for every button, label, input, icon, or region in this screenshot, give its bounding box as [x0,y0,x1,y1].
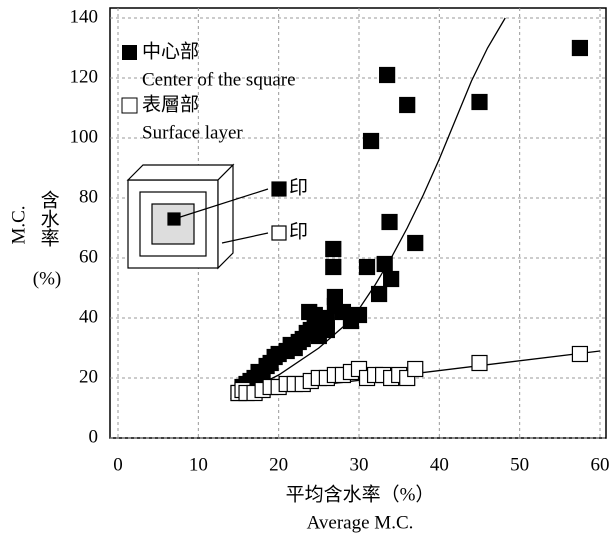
x-tick-label: 0 [113,454,123,475]
inset-diagram [128,165,286,268]
point [319,314,334,329]
point [377,257,392,272]
annotation: 印 [289,176,308,198]
annotation: 印 [289,220,308,242]
point [360,260,375,275]
y-tick-label: 120 [70,66,99,87]
x-tick-label: 60 [591,454,610,475]
point [572,347,587,362]
y-tick-label: 140 [70,6,99,27]
y-tick-label: 40 [79,306,98,327]
point [572,41,587,56]
point [472,356,487,371]
y-axis-label: 含水率 [38,190,60,247]
point [327,290,342,305]
x-tick-label: 30 [350,454,369,475]
legend-label: 表層部 [142,93,199,115]
legend-marker [122,45,137,60]
y-axis-label: M.C. [8,205,29,244]
point [326,260,341,275]
point [382,215,397,230]
legend-label: Surface layer [142,122,243,143]
points [231,41,587,401]
legend-label: 中心部 [142,40,199,62]
x-axis-label: Average M.C. [307,512,414,533]
point [408,362,423,377]
point [472,95,487,110]
y-tick-label: 0 [89,426,99,447]
point [372,287,387,302]
point [352,308,367,323]
legend-marker [122,98,137,113]
chart: 印 印 中心部 Center of the square 表層部 Surface… [0,0,613,539]
legend-label: Center of the square [142,69,296,90]
point [364,134,379,149]
point [311,329,326,344]
point [326,242,341,257]
point [384,272,399,287]
y-tick-label: 20 [79,366,98,387]
x-tick-label: 40 [430,454,449,475]
x-tick-label: 10 [189,454,208,475]
x-tick-label: 20 [269,454,288,475]
point [408,236,423,251]
y-tick-label: 100 [70,126,99,147]
y-axis-label: (%) [33,268,61,289]
y-tick-label: 60 [79,246,98,267]
point [380,68,395,83]
y-tick-label: 80 [79,186,98,207]
point [400,98,415,113]
x-tick-label: 50 [510,454,529,475]
x-axis-label: 平均含水率（%） [286,483,435,505]
